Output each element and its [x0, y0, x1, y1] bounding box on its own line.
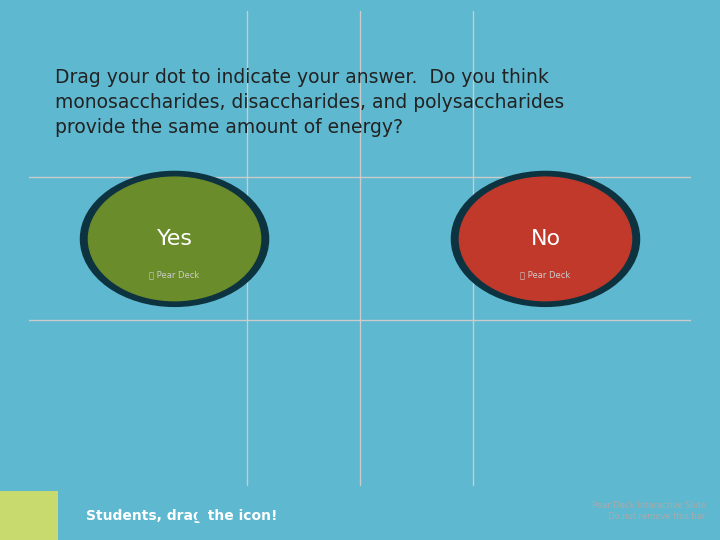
Text: Students, drag the icon!: Students, drag the icon!: [86, 509, 278, 523]
Text: 🍐 Pear Deck: 🍐 Pear Deck: [521, 270, 570, 279]
Text: No: No: [531, 229, 561, 249]
Circle shape: [89, 177, 261, 301]
Bar: [0, 491, 58, 540]
Circle shape: [81, 171, 269, 306]
Text: Drag your dot to indicate your answer.  Do you think
monosaccharides, disacchari: Drag your dot to indicate your answer. D…: [55, 68, 564, 137]
Text: 🍐 Pear Deck: 🍐 Pear Deck: [150, 270, 199, 279]
Circle shape: [451, 171, 639, 306]
Text: Pear Deck Interactive Slide
Do not remove this bar: Pear Deck Interactive Slide Do not remov…: [592, 501, 706, 521]
Text: Yes: Yes: [156, 229, 192, 249]
Circle shape: [459, 177, 631, 301]
